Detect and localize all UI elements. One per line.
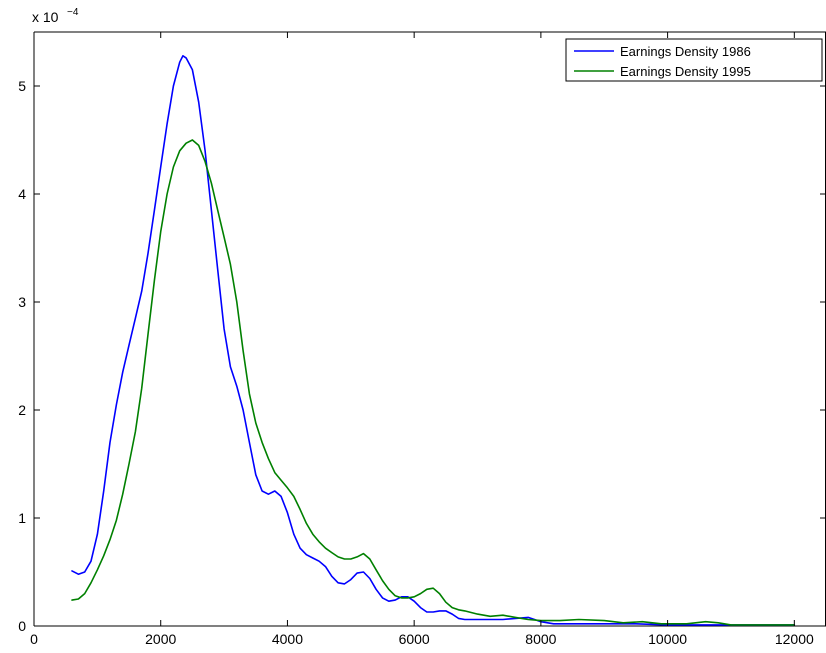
legend-box <box>565 38 823 82</box>
y-axis-exponent: x 10 −4 <box>32 7 79 25</box>
y-exponent-power: −4 <box>67 7 79 18</box>
x-tick-label: 0 <box>30 631 38 647</box>
y-tick-label: 1 <box>18 510 26 526</box>
ticks-layer: 0 2000 4000 6000 8000 10000 12000 0 1 2 3 4 5 <box>18 32 826 647</box>
legend: Earnings Density 1986 Earnings Density 1… <box>565 38 823 82</box>
y-tick-label: 2 <box>18 402 26 418</box>
y-exponent-base: x 10 <box>32 9 59 25</box>
x-tick-label: 8000 <box>525 631 556 647</box>
x-tick-label: 12000 <box>775 631 814 647</box>
y-tick-label: 5 <box>18 78 26 94</box>
legend-label-1986: Earnings Density 1986 <box>620 44 751 59</box>
y-tick-label: 3 <box>18 294 26 310</box>
x-tick-label: 6000 <box>399 631 430 647</box>
x-tick-label: 4000 <box>272 631 303 647</box>
y-tick-label: 4 <box>18 186 26 202</box>
y-tick-label: 0 <box>18 618 26 634</box>
series-layer <box>71 55 796 626</box>
legend-label-1995: Earnings Density 1995 <box>620 64 751 79</box>
series-line-1986 <box>71 55 796 626</box>
x-tick-label: 2000 <box>145 631 176 647</box>
series-line-1995 <box>71 139 796 626</box>
x-tick-label: 10000 <box>648 631 687 647</box>
